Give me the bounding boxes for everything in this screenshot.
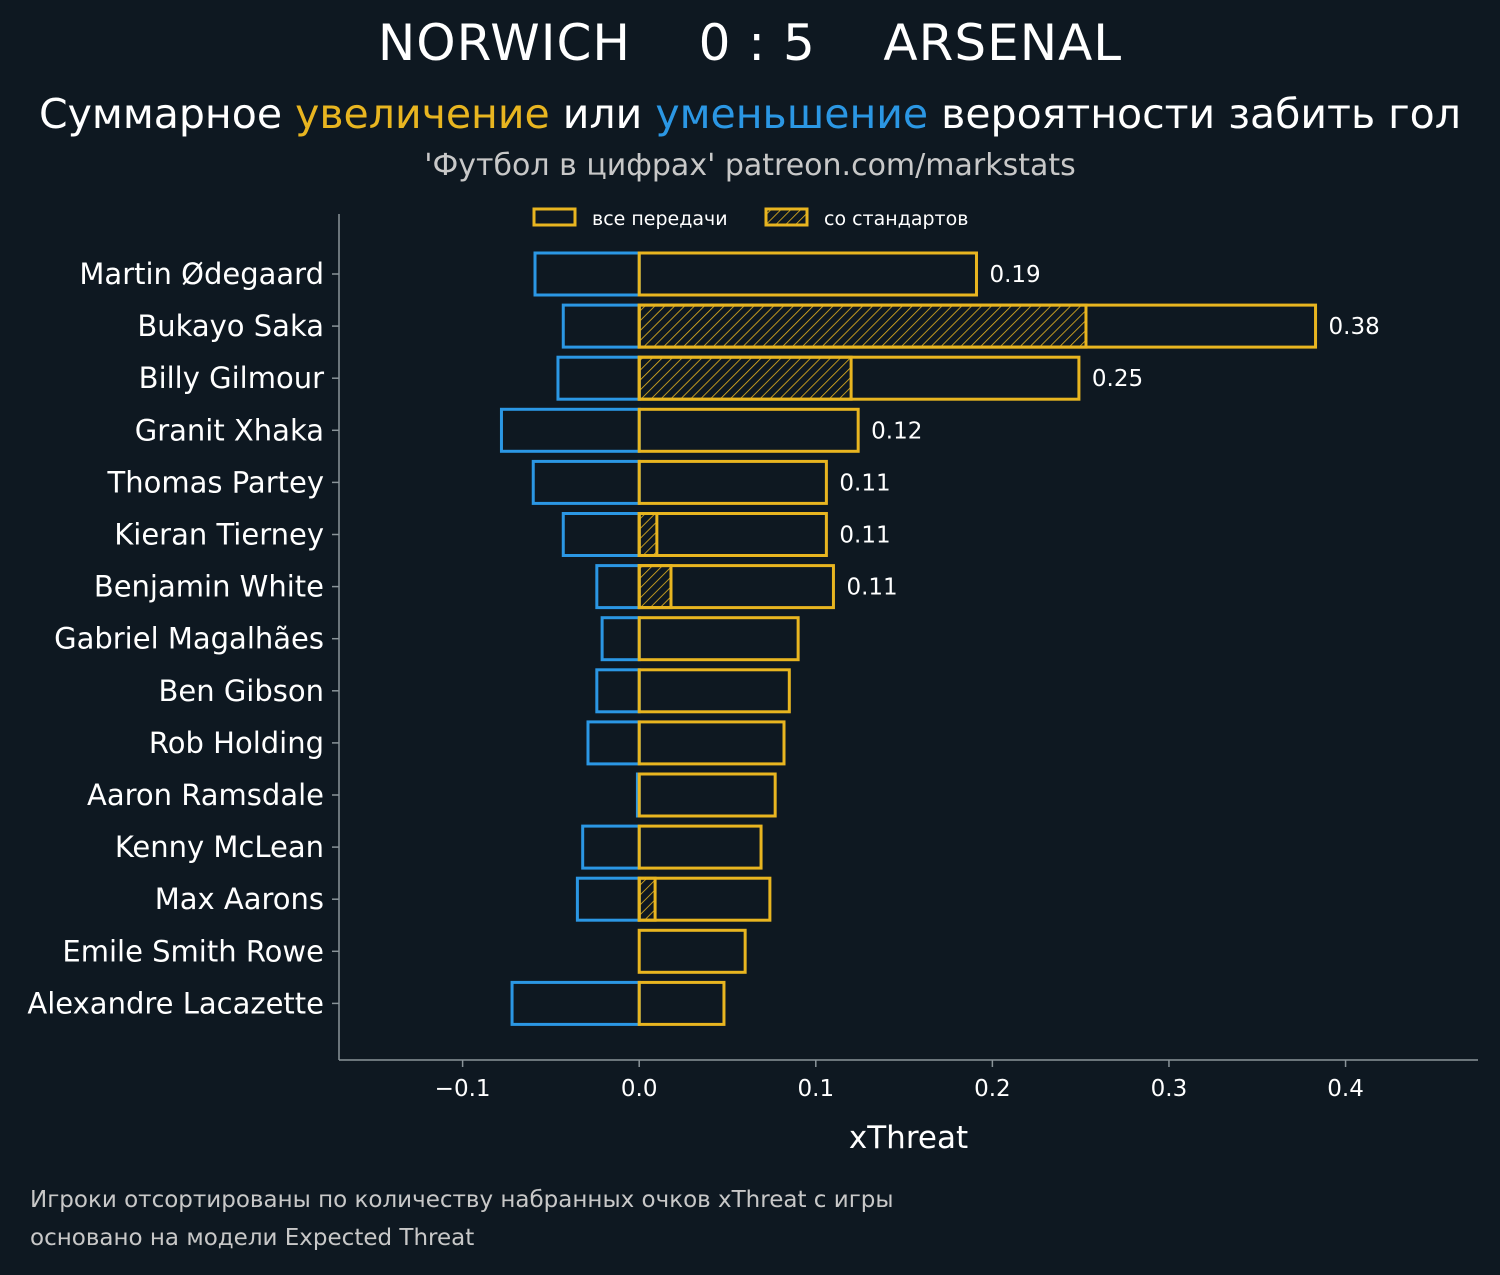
x-tick-label: 0.1: [798, 1076, 835, 1102]
bar-data-label: 0.12: [871, 418, 922, 444]
bar-increase: [637, 459, 828, 505]
bar-decrease: [499, 407, 641, 453]
bar-increase: [637, 407, 860, 453]
bar-set-piece: [637, 355, 853, 401]
y-tick-label: Gabriel Magalhães: [54, 622, 324, 656]
bar-data-label: 0.25: [1092, 366, 1143, 392]
y-tick-label: Max Aarons: [155, 882, 324, 916]
legend-swatch-all-passes: [532, 207, 577, 227]
bar-set-piece: [637, 303, 1088, 349]
bar-decrease: [595, 668, 641, 714]
bar-increase: [637, 772, 777, 818]
y-tick-label: Thomas Partey: [107, 465, 324, 499]
bar-increase: [637, 720, 786, 766]
y-tick-label: Rob Holding: [149, 726, 324, 760]
bar-increase: [637, 980, 726, 1026]
bar-increase: [637, 512, 828, 557]
match-title: NORWICH 0 : 5 ARSENAL: [0, 14, 1500, 72]
y-tick-label: Benjamin White: [94, 570, 324, 604]
chart-legend: все передачи со стандартов: [532, 207, 968, 230]
bar-decrease: [586, 720, 641, 766]
bar-increase: [637, 876, 772, 922]
legend-label-all-passes: все передачи: [592, 208, 728, 230]
bar-increase: [637, 564, 835, 610]
subtitle-part-1: Суммарное: [39, 90, 296, 138]
y-tick-label: Martin Ødegaard: [79, 257, 324, 291]
bar-increase: [637, 355, 1081, 401]
bar-decrease: [600, 616, 641, 662]
bar-decrease: [533, 251, 641, 297]
legend-label-set-pieces: со стандартов: [824, 208, 968, 230]
source-credit: 'Футбол в цифрах' patreon.com/markstats: [424, 148, 1076, 183]
bar-decrease: [531, 459, 641, 505]
bar-decrease: [595, 564, 641, 610]
y-tick-label: Granit Xhaka: [135, 413, 324, 447]
x-tick-label: −0.1: [435, 1076, 491, 1102]
x-tick-label: 0.4: [1327, 1076, 1364, 1102]
bar-decrease: [561, 512, 641, 557]
y-tick-label: Alexandre Lacazette: [27, 986, 324, 1020]
bar-decrease: [581, 824, 641, 870]
footnote-sorting: Игроки отсортированы по количеству набра…: [30, 1187, 894, 1213]
y-tick-label: Bukayo Saka: [137, 309, 324, 343]
x-tick-label: 0.0: [621, 1076, 658, 1102]
bar-data-label: 0.19: [989, 262, 1040, 288]
bar-increase: [637, 928, 747, 974]
bar-data-label: 0.11: [839, 470, 890, 496]
x-axis-label: xThreat: [849, 1120, 968, 1156]
bar-set-piece: [637, 564, 673, 610]
legend-swatch-set-pieces: [764, 207, 809, 227]
bar-decrease: [561, 303, 641, 349]
subtitle-increase: увеличение: [295, 90, 550, 138]
y-tick-label: Billy Gilmour: [139, 361, 324, 395]
y-tick-label: Ben Gibson: [158, 674, 324, 708]
y-tick-label: Aaron Ramsdale: [87, 778, 324, 812]
bar-increase: [637, 824, 763, 870]
bar-data-label: 0.11: [846, 575, 897, 601]
match-score: 0 : 5: [698, 14, 816, 72]
bar-decrease: [510, 980, 641, 1026]
bar-set-piece: [637, 512, 659, 557]
bar-increase: [637, 251, 978, 297]
bar-decrease: [556, 355, 641, 401]
bar-data-label: 0.11: [839, 523, 890, 549]
bar-data-label: 0.38: [1329, 314, 1380, 340]
y-tick-label: Kieran Tierney: [114, 518, 324, 552]
bar-increase: [637, 668, 791, 714]
y-tick-label: Kenny McLean: [115, 830, 324, 864]
bar-increase: [637, 303, 1318, 349]
bar-increase: [637, 616, 800, 662]
subtitle-part-2: или: [549, 90, 656, 138]
x-tick-label: 0.3: [1151, 1076, 1188, 1102]
away-team: ARSENAL: [883, 14, 1123, 72]
y-tick-label: Emile Smith Rowe: [62, 934, 324, 968]
subtitle-part-3: вероятности забить гол: [928, 90, 1461, 138]
bar-set-piece: [637, 876, 657, 922]
subtitle-decrease: уменьшение: [655, 90, 929, 138]
footnote-model: основано на модели Expected Threat: [30, 1225, 475, 1251]
home-team: NORWICH: [377, 14, 631, 72]
chart-subtitle: Суммарное увеличение или уменьшение веро…: [0, 90, 1500, 138]
bar-decrease: [575, 876, 641, 922]
x-tick-label: 0.2: [974, 1076, 1011, 1102]
